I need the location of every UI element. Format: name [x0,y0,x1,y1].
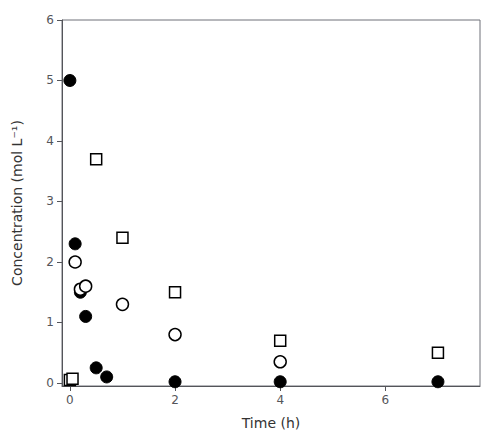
svg-text:Time (h): Time (h) [241,415,301,431]
svg-text:0: 0 [66,393,74,407]
svg-text:2: 2 [46,255,54,269]
svg-text:2: 2 [171,393,179,407]
svg-text:0: 0 [46,376,54,390]
svg-text:4: 4 [276,393,284,407]
svg-text:5: 5 [46,73,54,87]
svg-text:3: 3 [46,194,54,208]
svg-text:1: 1 [46,315,54,329]
svg-text:6: 6 [46,13,54,27]
svg-text:Concentration (mol L⁻¹): Concentration (mol L⁻¹) [9,120,25,286]
svg-text:6: 6 [382,393,390,407]
svg-text:4: 4 [46,134,54,148]
